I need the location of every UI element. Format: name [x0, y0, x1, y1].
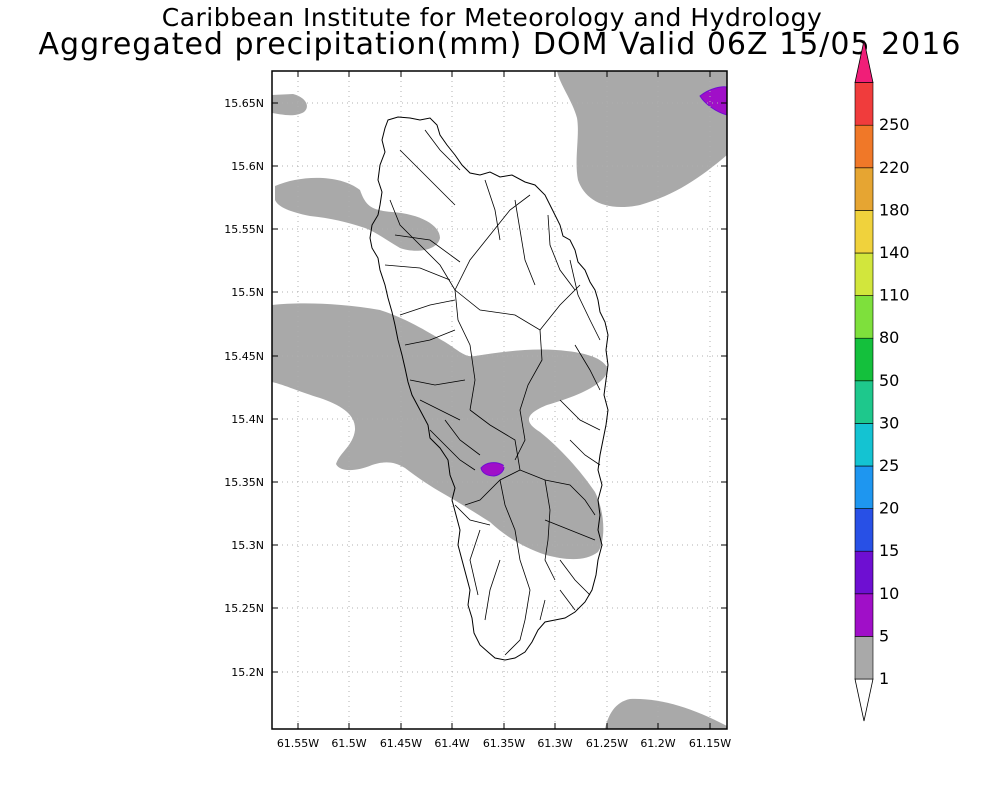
precip-area-central-purple [480, 462, 505, 477]
precipitation-shading [272, 71, 727, 729]
colorbar-level-label: 5 [879, 626, 889, 645]
colorbar-segment [854, 337, 874, 382]
colorbar-segment [854, 380, 874, 424]
dominica-coastline [369, 116, 609, 661]
map-title-product: Aggregated precipitation(mm) DOM Valid 0… [38, 27, 962, 62]
lon-label: 61.35W [483, 737, 525, 750]
precip-area-central-swath [272, 303, 608, 560]
lat-label: 15.3N [231, 539, 264, 552]
map-title-institute: Caribbean Institute for Meteorology and … [161, 3, 823, 32]
colorbar-bottom-arrow [854, 678, 874, 722]
lat-label: 15.6N [231, 160, 264, 173]
colorbar-level-label: 50 [879, 371, 899, 390]
colorbar-level-label: 180 [879, 200, 910, 219]
colorbar-level-label: 220 [879, 158, 910, 177]
colorbar-segment [854, 82, 874, 126]
lon-label: 61.25W [586, 737, 628, 750]
lon-tick-labels: 61.55W 61.5W 61.45W 61.4W 61.35W 61.3W 6… [277, 737, 731, 750]
lat-label: 15.5N [231, 286, 264, 299]
lat-label: 15.45N [224, 350, 264, 363]
precip-area-northeast-purple [699, 86, 727, 116]
lat-label: 15.35N [224, 476, 264, 489]
colorbar-segment [854, 252, 874, 296]
colorbar-top-arrow [854, 40, 874, 83]
lon-label: 61.45W [380, 737, 422, 750]
colorbar-segment [854, 550, 874, 595]
colorbar-level-label: 10 [879, 584, 899, 603]
lon-label: 61.55W [277, 737, 319, 750]
colorbar-segment [854, 124, 874, 169]
colorbar-level-label: 110 [879, 286, 910, 305]
colorbar-level-label: 25 [879, 456, 899, 475]
lat-label: 15.65N [224, 97, 264, 110]
precip-area-southeast [605, 698, 727, 729]
colorbar-level-label: 20 [879, 499, 899, 518]
lon-label: 61.5W [331, 737, 366, 750]
lon-label: 61.2W [640, 737, 675, 750]
lat-label: 15.2N [231, 666, 264, 679]
lat-label: 15.25N [224, 602, 264, 615]
lat-label: 15.55N [224, 223, 264, 236]
colorbar-level-label: 140 [879, 243, 910, 262]
colorbar-segment [854, 508, 874, 552]
colorbar-segment [854, 636, 874, 680]
lat-tick-labels: 15.65N 15.6N 15.55N 15.5N 15.45N 15.4N 1… [224, 97, 264, 679]
lat-lon-grid [272, 71, 727, 729]
colorbar-level-label: 15 [879, 541, 899, 560]
colorbar-segment [854, 295, 874, 339]
colorbar-level-label: 250 [879, 115, 910, 134]
colorbar-level-label: 80 [879, 328, 899, 347]
colorbar-segment [854, 593, 874, 637]
lat-label: 15.4N [231, 413, 264, 426]
colorbar-level-label: 1 [879, 669, 889, 688]
lon-label: 61.15W [689, 737, 731, 750]
lat-tick-marks [272, 102, 727, 673]
lon-label: 61.3W [537, 737, 572, 750]
lon-tick-marks [297, 71, 711, 729]
precip-area-north-band [275, 177, 440, 251]
colorbar-segment [854, 210, 874, 254]
colorbar-segment [854, 167, 874, 211]
watershed-boundaries [384, 129, 601, 656]
map-frame [271, 70, 728, 730]
colorbar-segment [854, 465, 874, 509]
precip-area-northwest-small [272, 94, 307, 116]
colorbar-segment [854, 423, 874, 467]
precip-area-northeast [557, 71, 727, 208]
lon-label: 61.4W [434, 737, 469, 750]
colorbar-level-label: 30 [879, 413, 899, 432]
